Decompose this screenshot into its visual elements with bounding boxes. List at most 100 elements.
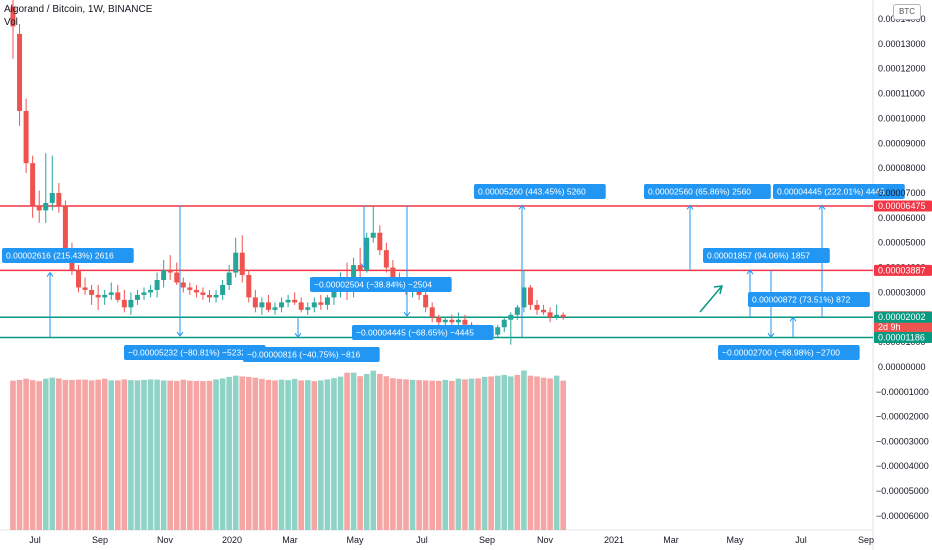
candle-body: [56, 193, 62, 206]
volume-bar: [265, 379, 272, 530]
volume-bar: [442, 379, 449, 530]
price-tick-label: 0.00012000: [878, 64, 926, 74]
candle-body: [377, 232, 383, 251]
candle-body: [318, 302, 324, 305]
candle-body: [259, 302, 265, 308]
volume-bar: [468, 378, 475, 530]
volume-bar: [462, 379, 468, 530]
time-tick-label: May: [346, 535, 364, 545]
price-axis-label: 0.00002002: [878, 312, 926, 322]
volume-bar: [311, 381, 318, 530]
candle-body: [108, 292, 114, 295]
volume-bar: [416, 380, 422, 530]
candle-body: [10, 6, 16, 27]
candlesticks: [10, 0, 566, 345]
measure-label-bg: [243, 347, 380, 362]
candle-body: [76, 270, 81, 288]
currency-button[interactable]: BTC: [893, 4, 921, 20]
candle-body: [514, 307, 520, 315]
volume-bar: [82, 379, 88, 530]
candle-body: [331, 289, 337, 298]
measure-label: −0.00000816 (−40.75%) −816: [247, 350, 360, 360]
volume-bar: [36, 381, 42, 530]
candle-body: [246, 275, 252, 298]
candle-body: [370, 232, 376, 238]
candle-body: [292, 299, 298, 303]
time-tick-label: 2020: [222, 535, 242, 545]
candle-body: [220, 284, 226, 295]
candle-body: [43, 202, 49, 211]
volume-bar: [449, 380, 455, 530]
price-axis-label-bg: [874, 200, 932, 212]
measure-label-bg: [124, 345, 266, 360]
volume-bar: [278, 379, 285, 530]
volume-bar: [173, 380, 180, 530]
candle-body: [534, 304, 540, 310]
time-tick-label: Sep: [479, 535, 495, 545]
candle-body: [501, 319, 507, 328]
volume-bar: [534, 376, 540, 530]
measure-arrowhead: [818, 204, 826, 210]
candle-body: [134, 294, 140, 300]
candle-body: [495, 327, 501, 335]
volume-bar: [547, 378, 553, 530]
candle-body: [62, 205, 68, 251]
measure-label: −0.00002700 (−68.98%) −2700: [722, 348, 840, 358]
volume-bar: [232, 375, 239, 530]
volume-bar: [10, 380, 16, 530]
volume-bar: [514, 374, 521, 530]
candle-body: [383, 250, 389, 268]
volume-bar: [29, 380, 36, 530]
volume-bar: [213, 379, 219, 530]
candle-body: [521, 287, 527, 308]
volume-bar: [101, 378, 108, 530]
volume-bar: [560, 380, 566, 530]
candle-body: [167, 270, 173, 273]
measure-label-bg: [474, 184, 606, 199]
measure-arrowhead: [767, 332, 775, 339]
measure-arrowhead: [518, 204, 526, 210]
volume-bar: [396, 378, 403, 530]
volume-bar: [180, 379, 187, 530]
volume-bar: [377, 373, 383, 530]
volume-bar: [95, 379, 101, 530]
volume-bar: [481, 376, 488, 530]
price-tick-label: 0.00000000: [878, 362, 926, 372]
candle-body: [207, 294, 212, 298]
volume-tick-label: −0.00001000: [876, 387, 929, 397]
volume-bar: [422, 380, 429, 530]
volume-bars: [10, 370, 566, 530]
measure-label: 0.00000872 (73.51%) 872: [752, 295, 851, 305]
candle-body: [311, 302, 317, 308]
volume-bar: [206, 380, 213, 530]
candle-body: [527, 287, 533, 305]
volume-bar: [331, 378, 337, 530]
volume-bar: [23, 378, 29, 530]
countdown-label: 2d 9h: [878, 322, 901, 332]
candle-body: [23, 110, 29, 164]
measure-tools[interactable]: 0.00002616 (215.43%) 2616 −0.00005232 (−8…: [2, 184, 905, 362]
volume-bar: [285, 380, 291, 530]
volume-bar: [272, 380, 278, 530]
volume-bar: [115, 380, 121, 530]
candle-body: [180, 282, 186, 288]
price-tick-label: 0.00006000: [878, 213, 926, 223]
volume-bar: [304, 380, 311, 530]
volume-bar: [200, 381, 206, 530]
candle-body: [82, 287, 88, 290]
measure-arrowhead: [294, 332, 302, 339]
volume-bar: [56, 378, 62, 530]
candle-body: [252, 297, 258, 308]
volume-bar: [49, 377, 56, 530]
time-tick-label: Nov: [157, 535, 174, 545]
candle-body: [102, 294, 108, 298]
measure-arrowhead: [686, 204, 694, 210]
volume-tick-label: −0.00002000: [876, 412, 929, 422]
volume-bar: [429, 380, 435, 530]
volume-bar: [350, 372, 357, 530]
volume-bar: [239, 376, 246, 530]
volume-bar: [488, 376, 494, 530]
candle-body: [560, 314, 566, 318]
volume-bar: [383, 376, 390, 530]
